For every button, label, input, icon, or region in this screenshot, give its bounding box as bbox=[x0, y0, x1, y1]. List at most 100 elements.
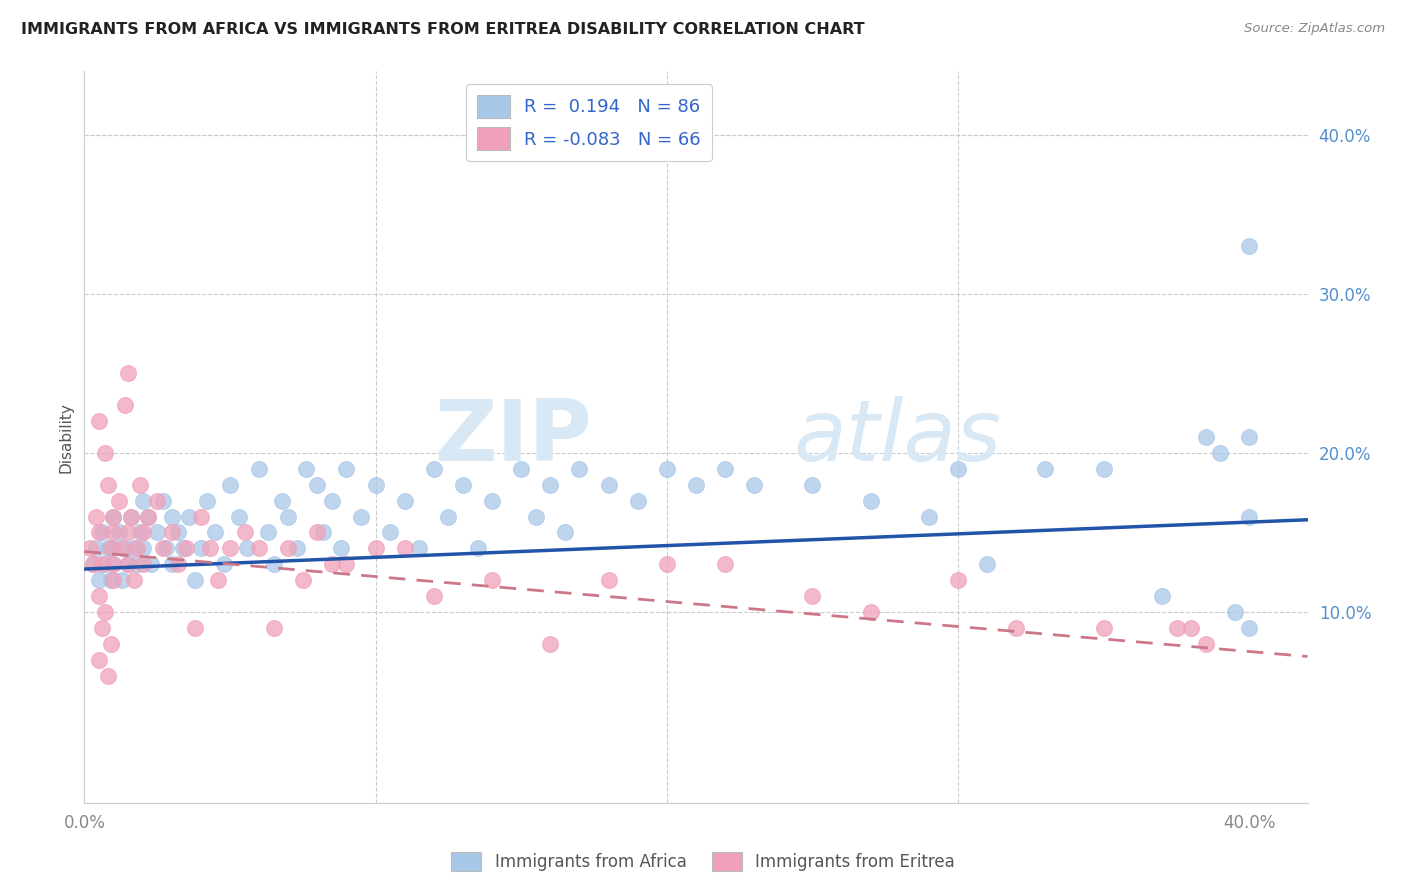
Text: atlas: atlas bbox=[794, 395, 1002, 479]
Point bbox=[90, 558, 112, 572]
Text: ZIP: ZIP bbox=[434, 395, 592, 479]
Point bbox=[146, 525, 169, 540]
Point bbox=[364, 541, 387, 556]
Point bbox=[946, 462, 969, 476]
Point bbox=[155, 541, 177, 556]
Point bbox=[128, 477, 150, 491]
Point bbox=[271, 493, 294, 508]
Point bbox=[166, 558, 188, 572]
Point bbox=[97, 668, 120, 682]
Point bbox=[277, 541, 299, 556]
Point bbox=[714, 558, 737, 572]
Point bbox=[103, 558, 125, 572]
Point bbox=[714, 462, 737, 476]
Point bbox=[114, 541, 136, 556]
Point bbox=[100, 573, 122, 587]
Point bbox=[538, 477, 561, 491]
Point bbox=[294, 462, 316, 476]
Point bbox=[160, 558, 183, 572]
Point bbox=[321, 493, 343, 508]
Point bbox=[131, 493, 153, 508]
Point bbox=[1035, 462, 1057, 476]
Point bbox=[655, 558, 678, 572]
Point bbox=[87, 525, 110, 540]
Point bbox=[1223, 605, 1246, 619]
Point bbox=[394, 493, 416, 508]
Point bbox=[120, 509, 142, 524]
Point bbox=[976, 558, 998, 572]
Point bbox=[1092, 462, 1115, 476]
Point bbox=[1239, 430, 1261, 444]
Point bbox=[437, 509, 460, 524]
Point bbox=[524, 509, 547, 524]
Point bbox=[1195, 637, 1218, 651]
Point bbox=[277, 509, 299, 524]
Point bbox=[364, 477, 387, 491]
Point bbox=[138, 509, 160, 524]
Point bbox=[93, 558, 115, 572]
Point bbox=[117, 525, 139, 540]
Point bbox=[1239, 621, 1261, 635]
Point bbox=[103, 558, 125, 572]
Point bbox=[257, 525, 280, 540]
Point bbox=[103, 509, 125, 524]
Text: Source: ZipAtlas.com: Source: ZipAtlas.com bbox=[1244, 22, 1385, 36]
Point bbox=[79, 541, 101, 556]
Point bbox=[84, 541, 107, 556]
Point bbox=[554, 525, 576, 540]
Point bbox=[138, 509, 160, 524]
Point bbox=[568, 462, 591, 476]
Point bbox=[204, 525, 226, 540]
Point bbox=[87, 414, 110, 428]
Point bbox=[1239, 239, 1261, 253]
Point bbox=[285, 541, 308, 556]
Point bbox=[93, 446, 115, 460]
Point bbox=[291, 573, 314, 587]
Point bbox=[801, 477, 824, 491]
Point bbox=[801, 589, 824, 603]
Point bbox=[160, 509, 183, 524]
Point bbox=[350, 509, 373, 524]
Point bbox=[125, 558, 148, 572]
Point bbox=[117, 558, 139, 572]
Point bbox=[166, 525, 188, 540]
Point bbox=[152, 493, 174, 508]
Point bbox=[114, 398, 136, 412]
Point bbox=[236, 541, 259, 556]
Point bbox=[87, 573, 110, 587]
Point bbox=[128, 525, 150, 540]
Point bbox=[100, 637, 122, 651]
Point bbox=[335, 558, 357, 572]
Point bbox=[481, 493, 503, 508]
Point bbox=[510, 462, 533, 476]
Legend: Immigrants from Africa, Immigrants from Eritrea: Immigrants from Africa, Immigrants from … bbox=[443, 843, 963, 880]
Point bbox=[111, 573, 134, 587]
Point bbox=[198, 541, 221, 556]
Legend: R =  0.194   N = 86, R = -0.083   N = 66: R = 0.194 N = 86, R = -0.083 N = 66 bbox=[467, 84, 711, 161]
Point bbox=[141, 558, 163, 572]
Point bbox=[131, 558, 153, 572]
Point bbox=[184, 621, 207, 635]
Point bbox=[335, 462, 357, 476]
Point bbox=[467, 541, 489, 556]
Point bbox=[1180, 621, 1202, 635]
Point bbox=[859, 605, 882, 619]
Point bbox=[1209, 446, 1232, 460]
Point bbox=[190, 541, 212, 556]
Point bbox=[946, 573, 969, 587]
Point bbox=[329, 541, 352, 556]
Point bbox=[131, 525, 153, 540]
Point bbox=[108, 493, 131, 508]
Point bbox=[219, 541, 242, 556]
Point bbox=[321, 558, 343, 572]
Point bbox=[423, 462, 446, 476]
Point bbox=[598, 477, 620, 491]
Point bbox=[538, 637, 561, 651]
Point bbox=[1005, 621, 1028, 635]
Point bbox=[174, 541, 197, 556]
Point bbox=[90, 525, 112, 540]
Point bbox=[307, 525, 329, 540]
Point bbox=[859, 493, 882, 508]
Point bbox=[451, 477, 474, 491]
Point bbox=[93, 605, 115, 619]
